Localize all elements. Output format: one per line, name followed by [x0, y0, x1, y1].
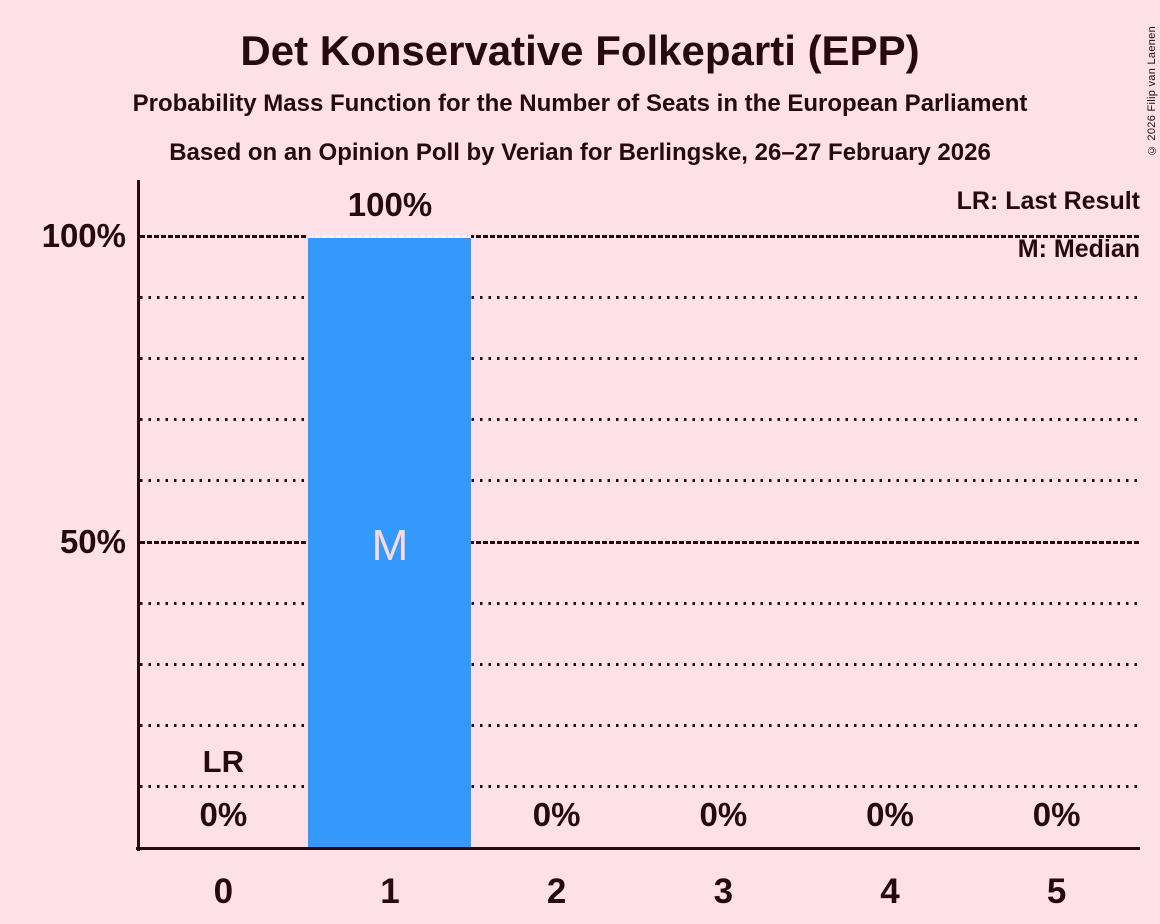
- gridline-70pct: [140, 418, 1140, 422]
- chart-title: Det Konservative Folkeparti (EPP): [240, 27, 920, 74]
- y-axis-line: [137, 180, 140, 851]
- bar-value-label-0: 0%: [199, 796, 248, 833]
- bar-top-gridline-overlay: [307, 234, 471, 238]
- last-result-marker-label: LR: [202, 744, 244, 779]
- bar-value-label-4: 0%: [866, 796, 914, 833]
- x-axis-line: [136, 847, 1140, 850]
- x-tick-label-0: 0: [213, 872, 234, 911]
- x-tick-label-5: 5: [1046, 872, 1067, 911]
- bar-value-label-3: 0%: [699, 796, 748, 833]
- gridline-30pct: [140, 662, 1140, 666]
- bar-value-label-1: 100%: [347, 186, 433, 223]
- gridline-100pct: [140, 234, 1140, 238]
- chart-subtitle: Probability Mass Function for the Number…: [132, 90, 1028, 117]
- gridline-80pct: [140, 356, 1140, 360]
- x-tick-label-3: 3: [713, 872, 734, 911]
- chart-source-line: Based on an Opinion Poll by Verian for B…: [169, 139, 991, 166]
- bar-seats-1: [307, 238, 471, 848]
- bar-value-label-5: 0%: [1032, 796, 1081, 833]
- legend-median: M: Median: [1017, 235, 1140, 263]
- gridline-50pct: [140, 540, 1140, 544]
- bar-value-label-2: 0%: [532, 796, 581, 833]
- gridline-20pct: [140, 724, 1140, 728]
- x-tick-label-2: 2: [546, 872, 567, 911]
- y-tick-label-50pct: 50%: [59, 523, 126, 560]
- legend-last-result: LR: Last Result: [956, 187, 1140, 215]
- gridline-90pct: [140, 295, 1140, 299]
- median-marker-label: M: [371, 521, 409, 570]
- x-tick-label-4: 4: [880, 872, 900, 911]
- gridline-40pct: [140, 601, 1140, 605]
- y-tick-label-100pct: 100%: [41, 217, 126, 254]
- gridline-60pct: [140, 479, 1140, 483]
- x-tick-label-1: 1: [380, 872, 400, 911]
- gridline-10pct: [140, 785, 1140, 789]
